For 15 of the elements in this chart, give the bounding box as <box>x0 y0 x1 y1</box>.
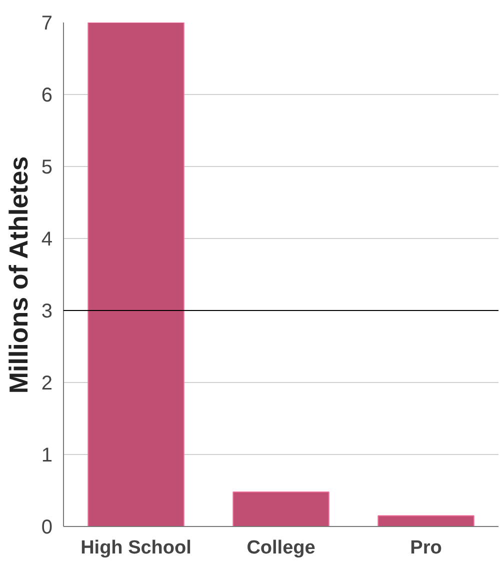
bar <box>232 491 330 526</box>
y-tick-label: 4 <box>41 228 52 250</box>
bar <box>88 22 184 526</box>
y-tick-label: 6 <box>41 84 52 106</box>
y-axis-title: Millions of Athletes <box>3 156 34 394</box>
x-tick-label: High School <box>80 538 192 558</box>
y-tick-label: 7 <box>41 12 52 34</box>
y-tick-label: 2 <box>41 372 52 394</box>
x-tick-label: Pro <box>410 538 442 558</box>
y-tick-label: 0 <box>41 516 52 538</box>
x-tick-label: College <box>246 538 316 558</box>
y-tick-label: 1 <box>41 444 52 466</box>
bar <box>378 515 474 526</box>
y-tick-label: 5 <box>41 156 52 178</box>
y-tick-label: 3 <box>41 300 52 322</box>
